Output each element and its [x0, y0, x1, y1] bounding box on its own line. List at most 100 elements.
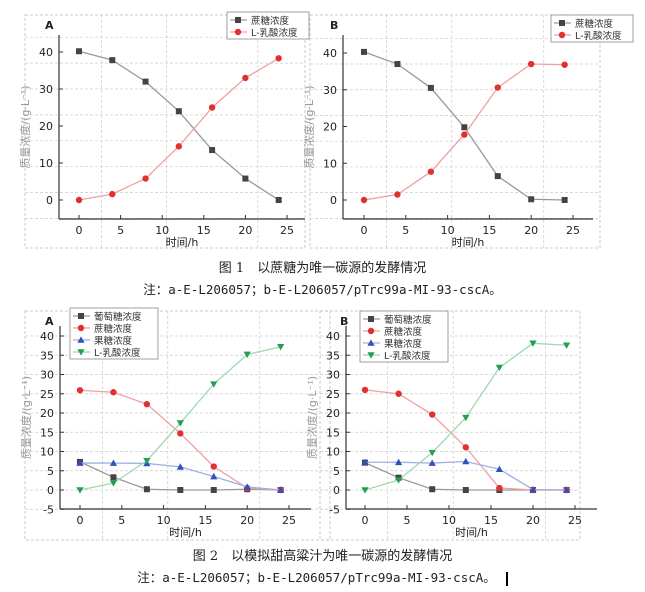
data-point [360, 196, 368, 204]
data-point [210, 487, 217, 493]
data-point [428, 449, 436, 457]
y-axis-label: 质量浓度/(g·L⁻¹) [302, 85, 316, 168]
data-point [110, 474, 117, 481]
data-point [208, 104, 216, 111]
y-tick-label: 15 [326, 426, 340, 439]
legend-box [226, 11, 310, 40]
y-axis-label: 质量浓度/(g·L⁻¹) [18, 85, 32, 168]
data-point [175, 143, 183, 150]
x-tick-label: 15 [482, 224, 496, 237]
data-point [142, 175, 149, 182]
data-point [496, 484, 503, 492]
data-point [175, 108, 182, 115]
legend-marker [558, 31, 566, 39]
legend-marker [367, 352, 375, 359]
data-point [243, 351, 251, 359]
data-point [142, 78, 149, 85]
data-point [395, 390, 402, 397]
legend-label: 蔗糖浓度 [384, 326, 423, 338]
data-point [76, 487, 84, 494]
y-tick-label: 30 [39, 83, 53, 96]
y-tick-label: 5 [47, 465, 54, 478]
x-tick-label: 0 [77, 514, 84, 527]
legend-label: L-乳酸浓度 [384, 350, 431, 362]
series-line [364, 462, 567, 491]
x-tick-label: 25 [280, 224, 294, 237]
data-point [361, 458, 369, 466]
data-point [242, 175, 249, 182]
y-tick-label: 20 [39, 120, 53, 133]
data-point [210, 472, 218, 480]
chart-fig2B: -5 0 5 10 15 20 25 30 35 40 0 5 10 15 20 25 时间/h 质量浓度/(g·… [305, 310, 597, 541]
y-tick-label: 10 [323, 157, 337, 170]
data-point [494, 84, 501, 91]
y-tick-label: 0 [333, 484, 340, 497]
legend-marker [77, 349, 85, 356]
data-point [495, 364, 503, 372]
legend-marker [77, 324, 85, 332]
data-point [177, 487, 184, 493]
y-tick-label: 20 [323, 121, 337, 134]
x-axis-label: 时间/h [166, 236, 199, 249]
data-point [76, 387, 84, 394]
figure2-note-row: 注：a-E-L206057；b-E-L206057/pTrc99a-MI-93-… [0, 567, 645, 586]
data-point [75, 196, 83, 204]
legend-marker [368, 316, 374, 322]
legend-label: L-乳酸浓度 [94, 347, 141, 359]
x-tick-label: 20 [240, 514, 254, 527]
legend-marker [78, 313, 84, 319]
y-tick-label: 25 [40, 388, 54, 401]
y-axis-label: 质量浓度/(g·L⁻¹) [19, 376, 33, 459]
x-tick-label: 25 [566, 224, 580, 237]
x-tick-label: 5 [118, 514, 125, 527]
x-tick-label: 0 [76, 224, 83, 237]
chart-frame [319, 310, 581, 541]
x-tick-label: 20 [524, 224, 538, 237]
y-tick-label: 20 [326, 407, 340, 420]
legend-label: 葡萄糖浓度 [94, 311, 142, 323]
y-tick-label: 40 [326, 330, 340, 343]
panel-label: A [45, 19, 54, 32]
x-tick-label: 5 [404, 514, 411, 527]
legend-label: 果糖浓度 [94, 335, 133, 347]
y-tick-label: 20 [40, 407, 54, 420]
data-point [394, 191, 401, 198]
y-tick-label: 40 [323, 47, 337, 60]
data-point [461, 124, 468, 131]
panel-label: A [45, 315, 54, 328]
data-point [109, 190, 116, 198]
data-point [177, 430, 184, 437]
chart-frame [24, 14, 306, 249]
data-point [176, 420, 184, 427]
data-point [528, 60, 535, 68]
data-point [394, 61, 401, 68]
data-point [494, 173, 501, 180]
chart-fig1B: 0 10 20 30 40 0 5 10 15 20 25 时间/h 质量浓度/(g·L⁻¹) B 蔗糖浓度… [302, 14, 634, 249]
data-point [143, 400, 151, 408]
data-point [529, 486, 537, 493]
x-tick-label: 15 [484, 514, 498, 527]
x-tick-label: 5 [402, 224, 409, 237]
data-point [462, 444, 469, 451]
data-point [462, 487, 469, 493]
x-tick-label: 10 [155, 224, 169, 237]
data-point [462, 457, 470, 465]
y-tick-label: 0 [330, 194, 337, 207]
figure2-caption: 图 2 以模拟甜高粱汁为唯一碳源的发酵情况 [192, 549, 453, 564]
x-tick-label: 0 [362, 514, 369, 527]
data-point [429, 411, 436, 418]
data-point [563, 486, 571, 493]
chart-fig1A: 0 10 20 30 40 0 5 10 15 20 25 时间/h 质量浓度/(g·L⁻¹) A 蔗糖浓度… [18, 11, 310, 249]
data-point [563, 342, 571, 349]
legend-marker [234, 28, 242, 36]
data-point [275, 197, 282, 203]
x-tick-label: 0 [361, 224, 368, 237]
y-tick-label: -5 [43, 503, 54, 516]
y-tick-label: 30 [323, 84, 337, 97]
data-point [109, 480, 118, 487]
y-tick-label: 5 [333, 465, 340, 478]
text-cursor [505, 571, 508, 586]
data-point [210, 381, 218, 388]
figure1-note: 注：a-E-L206057；b-E-L206057/pTrc99a-MI-93-… [143, 282, 502, 297]
legend-label: 蔗糖浓度 [251, 15, 290, 27]
